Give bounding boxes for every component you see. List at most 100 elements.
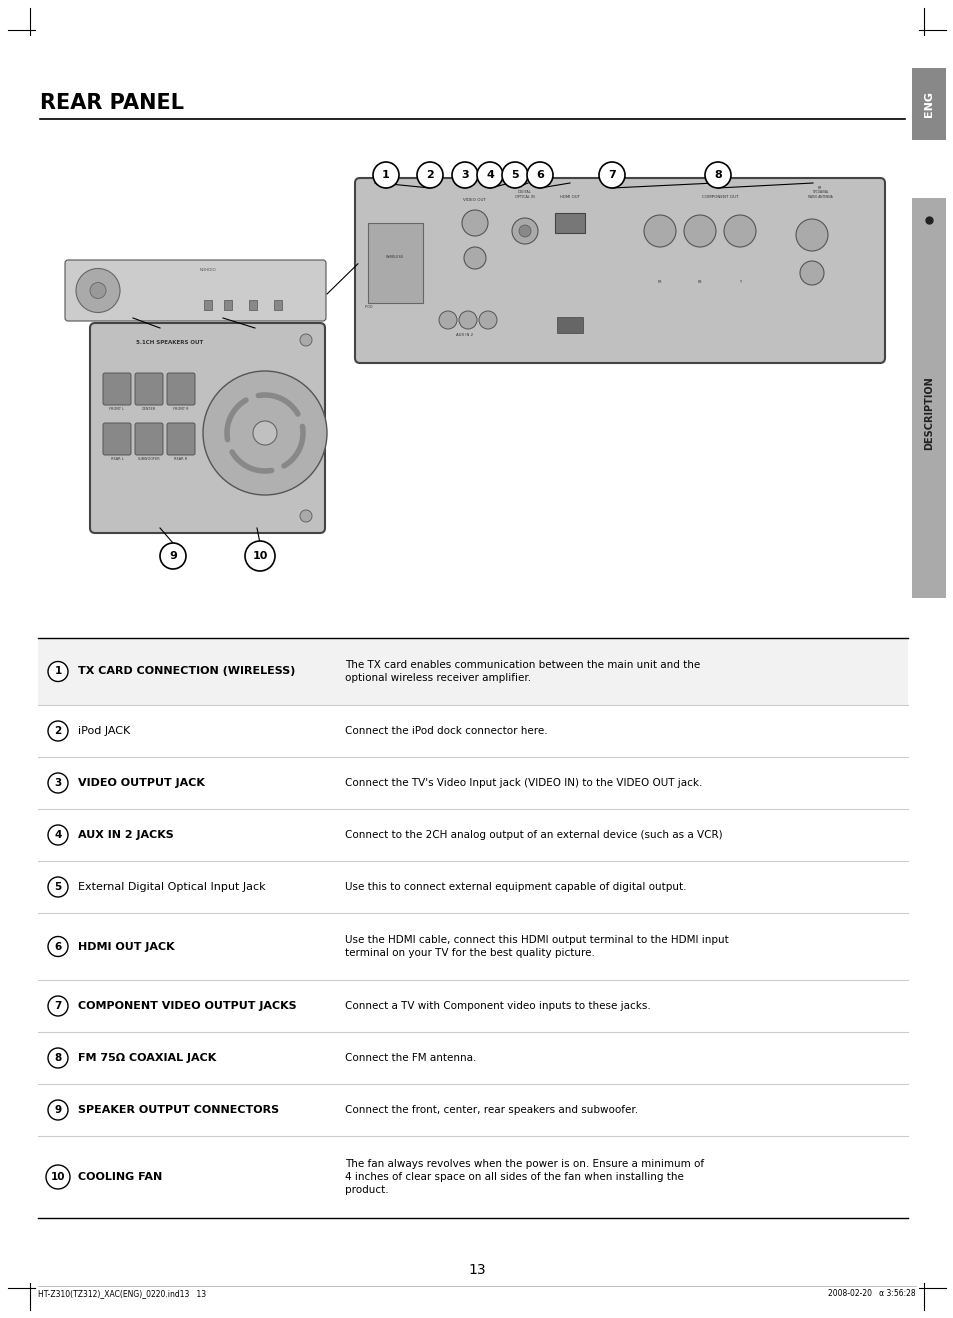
Circle shape xyxy=(48,876,68,898)
FancyBboxPatch shape xyxy=(249,301,256,310)
Text: The TX card enables communication between the main unit and the: The TX card enables communication betwee… xyxy=(345,660,700,670)
Circle shape xyxy=(461,210,488,236)
Text: 1: 1 xyxy=(54,667,62,676)
Text: CENTER: CENTER xyxy=(142,407,156,411)
Text: TX CARD CONNECTION (WIRELESS): TX CARD CONNECTION (WIRELESS) xyxy=(78,667,295,676)
Circle shape xyxy=(438,311,456,330)
Text: Connect a TV with Component video inputs to these jacks.: Connect a TV with Component video inputs… xyxy=(345,1000,650,1011)
Text: 9: 9 xyxy=(54,1104,62,1115)
FancyBboxPatch shape xyxy=(135,373,163,405)
Text: Use the HDMI cable, connect this HDMI output terminal to the HDMI input: Use the HDMI cable, connect this HDMI ou… xyxy=(345,934,728,945)
Text: Connect to the 2CH analog output of an external device (such as a VCR): Connect to the 2CH analog output of an e… xyxy=(345,830,721,840)
Text: VIDEO OUTPUT JACK: VIDEO OUTPUT JACK xyxy=(78,778,205,788)
Circle shape xyxy=(416,162,442,188)
FancyBboxPatch shape xyxy=(355,178,884,362)
Text: DIGITAL
OPTICAL IN: DIGITAL OPTICAL IN xyxy=(515,190,535,199)
Text: Connect the FM antenna.: Connect the FM antenna. xyxy=(345,1053,476,1064)
Text: Use this to connect external equipment capable of digital output.: Use this to connect external equipment c… xyxy=(345,882,686,892)
Circle shape xyxy=(526,162,553,188)
Text: REAR L: REAR L xyxy=(111,457,123,461)
Text: COMPONENT OUT: COMPONENT OUT xyxy=(701,195,738,199)
Text: 9: 9 xyxy=(169,551,176,561)
Circle shape xyxy=(373,162,398,188)
FancyBboxPatch shape xyxy=(204,301,212,310)
Circle shape xyxy=(476,162,502,188)
Text: SPEAKER OUTPUT CONNECTORS: SPEAKER OUTPUT CONNECTORS xyxy=(78,1104,279,1115)
Text: Y: Y xyxy=(739,279,740,283)
Circle shape xyxy=(299,333,312,347)
Text: External Digital Optical Input Jack: External Digital Optical Input Jack xyxy=(78,882,265,892)
Text: 4: 4 xyxy=(485,170,494,181)
Text: AUX IN 2: AUX IN 2 xyxy=(456,333,473,337)
Circle shape xyxy=(683,215,716,246)
FancyBboxPatch shape xyxy=(368,223,422,303)
Text: terminal on your TV for the best quality picture.: terminal on your TV for the best quality… xyxy=(345,948,595,958)
Circle shape xyxy=(452,162,477,188)
FancyBboxPatch shape xyxy=(167,423,194,455)
Text: REAR R: REAR R xyxy=(174,457,188,461)
Circle shape xyxy=(501,162,527,188)
FancyBboxPatch shape xyxy=(103,373,131,405)
Circle shape xyxy=(643,215,676,246)
Circle shape xyxy=(800,261,823,285)
Text: 3: 3 xyxy=(54,778,62,788)
Circle shape xyxy=(76,269,120,312)
Text: 3: 3 xyxy=(460,170,468,181)
FancyBboxPatch shape xyxy=(555,214,584,233)
FancyBboxPatch shape xyxy=(90,323,325,532)
FancyBboxPatch shape xyxy=(911,69,945,140)
Circle shape xyxy=(253,420,276,445)
Text: FM 75Ω COAXIAL JACK: FM 75Ω COAXIAL JACK xyxy=(78,1053,216,1064)
Text: optional wireless receiver amplifier.: optional wireless receiver amplifier. xyxy=(345,673,531,683)
Circle shape xyxy=(512,217,537,244)
Text: FRONT R: FRONT R xyxy=(173,407,189,411)
Text: 10: 10 xyxy=(252,551,268,561)
Circle shape xyxy=(203,370,327,496)
Text: 7: 7 xyxy=(607,170,616,181)
Circle shape xyxy=(704,162,730,188)
Text: 2: 2 xyxy=(426,170,434,181)
Circle shape xyxy=(48,825,68,845)
FancyBboxPatch shape xyxy=(38,638,907,705)
FancyBboxPatch shape xyxy=(65,260,326,322)
Circle shape xyxy=(723,215,755,246)
Text: PB: PB xyxy=(697,279,701,283)
Circle shape xyxy=(48,937,68,957)
FancyBboxPatch shape xyxy=(167,373,194,405)
Circle shape xyxy=(48,1048,68,1068)
Text: Connect the front, center, rear speakers and subwoofer.: Connect the front, center, rear speakers… xyxy=(345,1104,638,1115)
Text: 6: 6 xyxy=(536,170,543,181)
Text: 2: 2 xyxy=(54,726,62,735)
FancyBboxPatch shape xyxy=(274,301,282,310)
Text: COMPONENT VIDEO OUTPUT JACKS: COMPONENT VIDEO OUTPUT JACKS xyxy=(78,1000,296,1011)
Circle shape xyxy=(598,162,624,188)
Text: 8: 8 xyxy=(714,170,721,181)
Text: REAR PANEL: REAR PANEL xyxy=(40,94,184,113)
Circle shape xyxy=(299,510,312,522)
Circle shape xyxy=(48,1101,68,1120)
Text: 1: 1 xyxy=(382,170,390,181)
Circle shape xyxy=(245,540,274,571)
Circle shape xyxy=(48,721,68,741)
Text: 10: 10 xyxy=(51,1172,65,1182)
Text: FRONT L: FRONT L xyxy=(110,407,125,411)
Circle shape xyxy=(518,225,531,237)
Text: AUX IN 2 JACKS: AUX IN 2 JACKS xyxy=(78,830,173,840)
Text: iPod JACK: iPod JACK xyxy=(78,726,131,735)
Circle shape xyxy=(90,282,106,298)
Text: DESCRIPTION: DESCRIPTION xyxy=(923,376,933,449)
Text: The fan always revolves when the power is on. Ensure a minimum of: The fan always revolves when the power i… xyxy=(345,1159,703,1169)
Circle shape xyxy=(48,996,68,1016)
Text: 4: 4 xyxy=(54,830,62,840)
FancyBboxPatch shape xyxy=(224,301,232,310)
Text: 5: 5 xyxy=(54,882,62,892)
Text: 5.1CH SPEAKERS OUT: 5.1CH SPEAKERS OUT xyxy=(136,340,203,345)
Circle shape xyxy=(46,1165,70,1189)
Text: 6: 6 xyxy=(54,941,62,952)
Circle shape xyxy=(795,219,827,250)
FancyBboxPatch shape xyxy=(557,318,582,333)
Text: WIRELESS: WIRELESS xyxy=(386,254,403,260)
Circle shape xyxy=(463,246,485,269)
Text: HT-Z310(TZ312)_XAC(ENG)_0220.ind13   13: HT-Z310(TZ312)_XAC(ENG)_0220.ind13 13 xyxy=(38,1289,206,1298)
Circle shape xyxy=(160,543,186,569)
